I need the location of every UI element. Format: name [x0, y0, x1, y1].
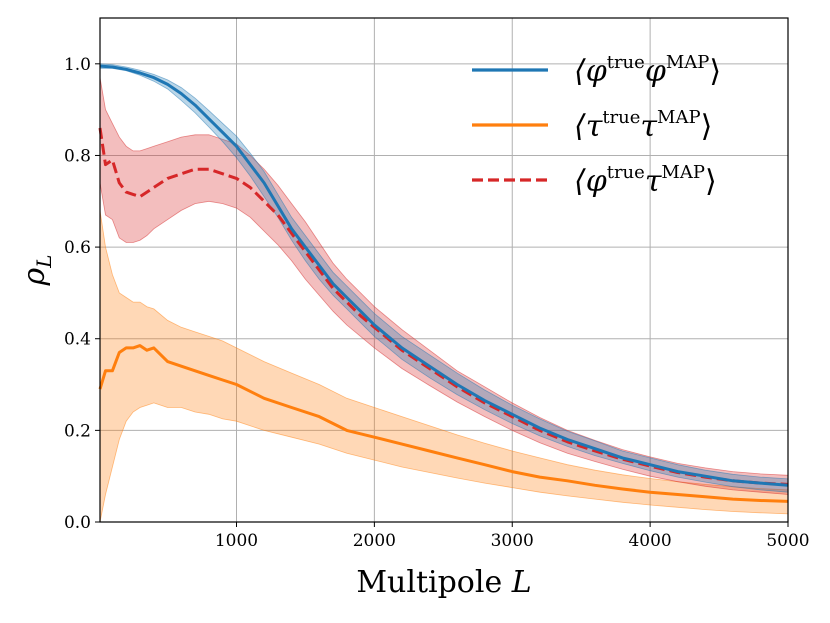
y-axis-label: ρL: [17, 255, 56, 287]
axis-ticks: 1000 2000 3000 4000 5000 0.0 0.2 0.4 0.6 0.8 1.0: [64, 55, 810, 551]
legend-label-part: ⟨φ: [574, 54, 607, 89]
legend-label-part: true: [607, 52, 645, 73]
legend-label-part: MAP: [657, 107, 701, 128]
x-axis-label-word: Multipole: [356, 565, 511, 600]
y-axis-label-subscript: L: [32, 255, 56, 269]
legend-label-part: ⟩: [701, 109, 713, 144]
x-tick-label: 2000: [353, 531, 396, 551]
legend-label-part: τ: [640, 109, 657, 144]
x-tick-label: 1000: [215, 531, 258, 551]
y-tick-label: 0.6: [64, 238, 91, 258]
x-axis-label-symbol: L: [511, 565, 532, 600]
legend-label-part: ⟨τ: [574, 109, 603, 144]
line-series-1: [99, 64, 789, 487]
legend-label-part: ⟩: [705, 164, 717, 199]
legend-label-part: MAP: [661, 162, 705, 183]
x-tick-label: 4000: [628, 531, 671, 551]
y-tick-label: 0.2: [64, 421, 91, 441]
legend-label-part: φ: [645, 54, 666, 89]
legend-label-3: ⟨φtrueτMAP⟩: [574, 162, 717, 199]
legend-label-part: ⟩: [709, 54, 721, 89]
legend-label-1: ⟨φtrueφMAP⟩: [574, 52, 721, 89]
x-axis-label: Multipole L: [356, 565, 531, 600]
y-axis-label-rho: ρ: [17, 267, 52, 286]
legend-label-part: τ: [645, 164, 662, 199]
x-tick-label: 3000: [491, 531, 534, 551]
band-series-1: [99, 63, 789, 493]
y-tick-label: 0.0: [64, 513, 91, 533]
legend: ⟨φtrueφMAP⟩⟨τtrueτMAP⟩⟨φtrueτMAP⟩: [472, 52, 721, 199]
plot-frame: [99, 17, 789, 523]
line-series-3: [98, 127, 789, 486]
y-tick-label: 0.8: [64, 146, 91, 166]
legend-label-part: ⟨φ: [574, 164, 607, 199]
x-tick-label: 5000: [766, 531, 809, 551]
series-lines: [98, 64, 789, 503]
legend-label-part: true: [602, 107, 640, 128]
y-tick-label: 0.4: [64, 330, 91, 350]
line-series-2: [98, 344, 789, 503]
legend-label-part: true: [607, 162, 645, 183]
legend-label-2: ⟨τtrueτMAP⟩: [574, 107, 712, 144]
y-tick-label: 1.0: [64, 55, 91, 75]
legend-label-part: MAP: [666, 52, 710, 73]
